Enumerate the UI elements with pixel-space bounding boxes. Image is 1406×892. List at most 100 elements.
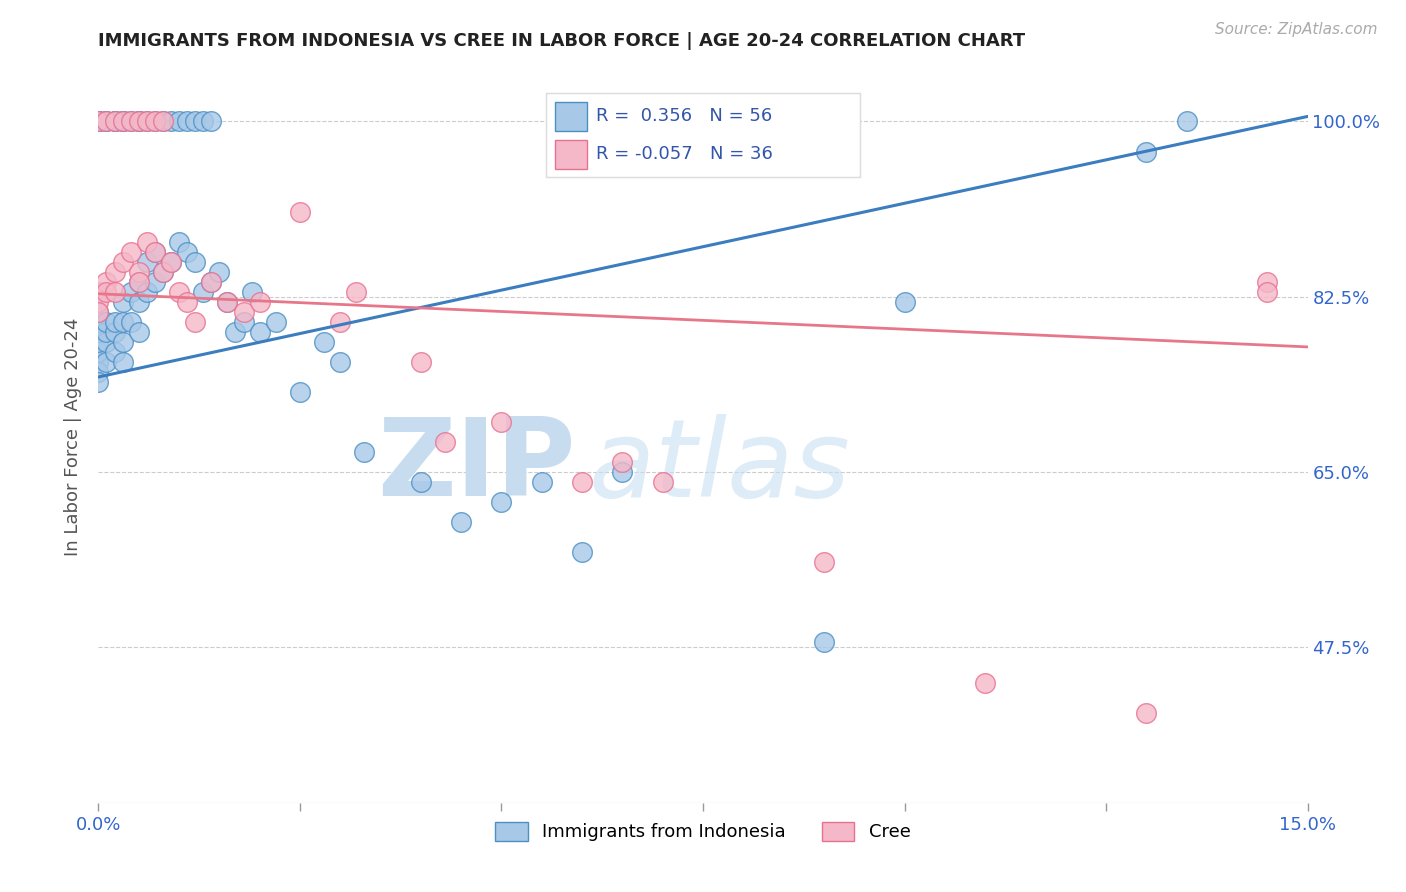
Point <box>571 545 593 559</box>
Point <box>217 294 239 309</box>
Point <box>111 114 134 128</box>
Point <box>87 315 110 329</box>
Point <box>120 285 142 299</box>
Point <box>120 244 142 259</box>
Point <box>530 475 553 490</box>
Point <box>103 315 125 329</box>
Point <box>152 265 174 279</box>
Point <box>249 325 271 339</box>
Point <box>813 635 835 649</box>
Point <box>353 445 375 459</box>
Text: ZIP: ZIP <box>378 413 576 519</box>
Legend: Immigrants from Indonesia, Cree: Immigrants from Indonesia, Cree <box>488 814 918 848</box>
Point <box>152 265 174 279</box>
Point <box>135 114 157 128</box>
Point <box>128 114 150 128</box>
Point <box>249 294 271 309</box>
Point <box>232 315 254 329</box>
Point <box>288 384 311 399</box>
Point <box>111 114 134 128</box>
Point <box>160 254 183 268</box>
Point <box>128 265 150 279</box>
Point <box>96 325 118 339</box>
Text: Source: ZipAtlas.com: Source: ZipAtlas.com <box>1215 22 1378 37</box>
Point <box>87 334 110 349</box>
Point <box>167 285 190 299</box>
Point <box>128 325 150 339</box>
Point <box>612 465 634 479</box>
Point <box>193 114 215 128</box>
Point <box>87 365 110 379</box>
Point <box>232 305 254 319</box>
Point <box>103 114 125 128</box>
Point <box>87 294 110 309</box>
Text: IMMIGRANTS FROM INDONESIA VS CREE IN LABOR FORCE | AGE 20-24 CORRELATION CHART: IMMIGRANTS FROM INDONESIA VS CREE IN LAB… <box>98 32 1025 50</box>
Point <box>96 285 118 299</box>
Point <box>87 114 110 128</box>
Point <box>143 275 166 289</box>
Point <box>1256 285 1278 299</box>
Point <box>152 114 174 128</box>
Point <box>184 114 207 128</box>
Point <box>217 294 239 309</box>
Point <box>96 275 118 289</box>
Point <box>87 114 110 128</box>
Point <box>96 334 118 349</box>
Point <box>111 294 134 309</box>
Point <box>160 114 183 128</box>
Point <box>87 285 110 299</box>
Point <box>87 325 110 339</box>
Point <box>184 315 207 329</box>
Point <box>200 275 222 289</box>
Point <box>571 475 593 490</box>
Point <box>120 114 142 128</box>
Point <box>143 244 166 259</box>
Point <box>167 235 190 249</box>
Point <box>974 675 997 690</box>
Point <box>143 114 166 128</box>
Point <box>120 315 142 329</box>
Point <box>200 275 222 289</box>
Point <box>1175 114 1198 128</box>
Point <box>135 114 157 128</box>
Point <box>160 254 183 268</box>
Point <box>314 334 336 349</box>
Point <box>135 235 157 249</box>
Point <box>103 114 125 128</box>
Point <box>184 254 207 268</box>
Point <box>96 355 118 369</box>
Point <box>87 345 110 359</box>
Point <box>612 455 634 469</box>
Point <box>692 114 714 128</box>
Point <box>208 265 231 279</box>
Point <box>167 114 190 128</box>
Point <box>87 355 110 369</box>
Point <box>1135 706 1157 720</box>
Point <box>87 114 110 128</box>
Point <box>329 315 352 329</box>
Point <box>111 254 134 268</box>
Point <box>893 294 915 309</box>
Point <box>143 244 166 259</box>
Point <box>111 334 134 349</box>
Point <box>240 285 263 299</box>
Point <box>1256 275 1278 289</box>
Point <box>409 475 432 490</box>
Point <box>1135 145 1157 159</box>
Point <box>813 555 835 569</box>
Point <box>409 355 432 369</box>
Point <box>96 315 118 329</box>
Point <box>96 114 118 128</box>
Point <box>224 325 246 339</box>
Point <box>128 294 150 309</box>
Point <box>128 114 150 128</box>
Point <box>344 285 367 299</box>
Point <box>152 114 174 128</box>
Point <box>87 305 110 319</box>
Point <box>103 265 125 279</box>
Point <box>176 294 198 309</box>
Point <box>128 275 150 289</box>
Point <box>135 254 157 268</box>
Point <box>103 325 125 339</box>
Point <box>491 415 513 429</box>
